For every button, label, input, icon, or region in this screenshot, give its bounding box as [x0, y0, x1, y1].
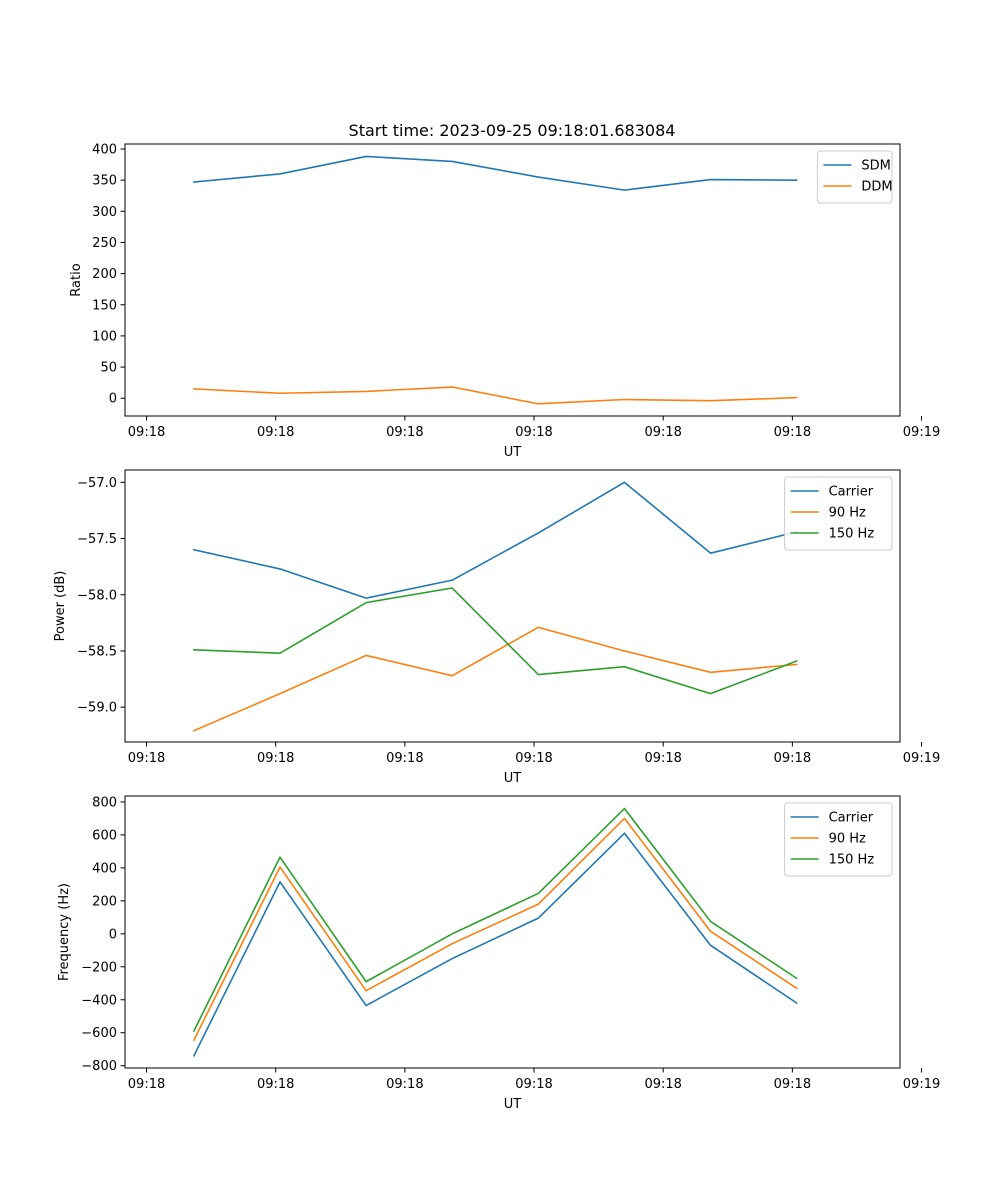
y-tick-label: −600 — [81, 1026, 117, 1041]
y-tick-label: 250 — [92, 236, 117, 251]
x-tick-label: 09:19 — [903, 751, 940, 766]
series-line-sdm — [193, 155, 798, 191]
y-axis-label: Ratio — [69, 263, 84, 296]
legend-label: Carrier — [829, 811, 874, 826]
x-tick-label: 09:18 — [515, 425, 552, 440]
x-tick-label: 09:19 — [903, 1077, 940, 1092]
series-line-150-hz — [192, 807, 798, 1033]
subplot-3: 09:18 09:18 09:18 09:18 09:18 09:18 09:19 −800 −… — [57, 795, 940, 1112]
x-tick-label: 09:18 — [128, 751, 165, 766]
y-tick-label: 50 — [100, 361, 117, 376]
axes-frame — [124, 795, 901, 1069]
x-tick-label: 09:18 — [644, 751, 681, 766]
y-tick-label: 0 — [109, 392, 117, 407]
axes-frame — [124, 143, 901, 417]
y-tick-label: 400 — [92, 142, 117, 157]
y-tick-label: 300 — [92, 205, 117, 220]
x-axis-label: UT — [504, 1097, 522, 1112]
series-line-ddm — [193, 386, 798, 405]
legend: Carrier 90 Hz 150 Hz — [784, 476, 893, 551]
y-tick-label: 100 — [92, 329, 117, 344]
x-tick-label: 09:18 — [515, 1077, 552, 1092]
x-axis-label: UT — [504, 771, 522, 786]
y-tick-label: 150 — [92, 298, 117, 313]
y-tick-label: −59.0 — [77, 701, 117, 716]
x-tick-label: 09:18 — [128, 1077, 165, 1092]
series-line-90-hz — [192, 817, 798, 1042]
subplot-2: 09:18 09:18 09:18 09:18 09:18 09:18 09:19 −59.0… — [53, 469, 940, 786]
x-tick-label: 09:18 — [257, 751, 294, 766]
y-tick-label: 200 — [92, 267, 117, 282]
legend-label: Carrier — [829, 485, 874, 500]
axes-frame — [124, 469, 901, 743]
x-tick-label: 09:18 — [257, 425, 294, 440]
y-tick-label: −58.5 — [77, 644, 117, 659]
series-line-carrier — [192, 481, 798, 599]
x-tick-label: 09:18 — [257, 1077, 294, 1092]
x-tick-label: 09:18 — [386, 425, 423, 440]
series-line-carrier — [192, 832, 798, 1057]
x-tick-label: 09:18 — [386, 751, 423, 766]
x-tick-label: 09:18 — [644, 425, 681, 440]
y-tick-label: −200 — [81, 960, 117, 975]
x-tick-label: 09:18 — [644, 1077, 681, 1092]
x-tick-label: 09:18 — [774, 1077, 811, 1092]
legend-box — [784, 802, 893, 877]
x-tick-label: 09:18 — [774, 425, 811, 440]
series-line-150-hz — [193, 587, 798, 695]
legend-label: 150 Hz — [829, 853, 875, 868]
y-tick-label: 400 — [92, 861, 117, 876]
y-tick-label: 350 — [92, 174, 117, 189]
x-tick-label: 09:18 — [515, 751, 552, 766]
legend-label: 90 Hz — [829, 832, 866, 847]
y-tick-label: −400 — [81, 993, 117, 1008]
y-tick-label: −57.5 — [77, 532, 117, 547]
y-tick-label: 800 — [92, 795, 117, 810]
x-axis-label: UT — [504, 445, 522, 460]
subplot-1: 09:18 09:18 09:18 09:18 09:18 09:18 09:19 0 50 10… — [69, 142, 940, 460]
y-tick-label: −58.0 — [77, 588, 117, 603]
y-tick-label: 200 — [92, 894, 117, 909]
y-tick-label: −57.0 — [77, 476, 117, 491]
chart-title: Start time: 2023-09-25 09:18:01.683084 — [349, 121, 676, 140]
y-tick-label: −800 — [81, 1059, 117, 1074]
y-axis-label: Frequency (Hz) — [57, 883, 72, 981]
x-tick-label: 09:18 — [128, 425, 165, 440]
legend-box — [816, 150, 893, 204]
y-tick-label: 600 — [92, 828, 117, 843]
legend-label: 90 Hz — [829, 506, 866, 521]
legend: Carrier 90 Hz 150 Hz — [784, 802, 893, 877]
legend-label: DDM — [861, 180, 892, 195]
legend-label: SDM — [861, 159, 890, 174]
x-tick-label: 09:18 — [386, 1077, 423, 1092]
series-line-90-hz — [192, 626, 798, 732]
legend: SDM DDM — [816, 150, 893, 204]
legend-label: 150 Hz — [829, 527, 875, 542]
x-tick-label: 09:19 — [903, 425, 940, 440]
y-tick-label: 0 — [109, 927, 117, 942]
legend-box — [784, 476, 893, 551]
y-axis-label: Power (dB) — [53, 571, 68, 642]
x-tick-label: 09:18 — [774, 751, 811, 766]
